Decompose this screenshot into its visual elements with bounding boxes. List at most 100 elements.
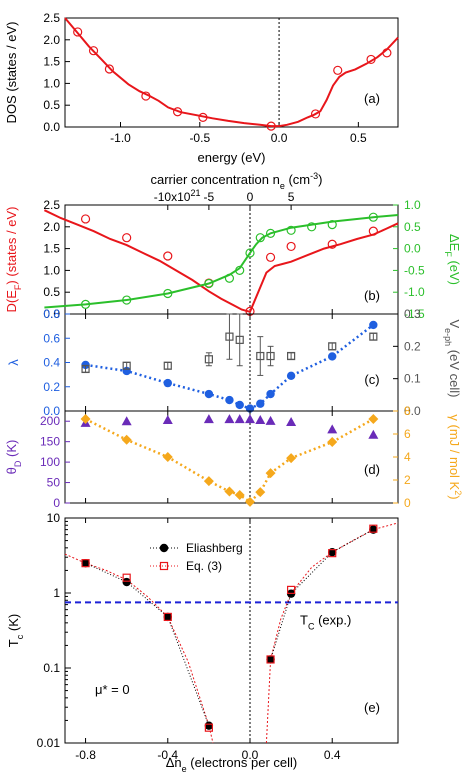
dos-point — [366, 54, 376, 65]
y-tick-label: 0.2 — [43, 380, 60, 394]
y-tick-label: 2.5 — [43, 11, 60, 25]
y-tick-label: 2.0 — [43, 33, 60, 47]
y-tick-label: 0.5 — [43, 98, 60, 112]
y2-axis-label-part: ) — [447, 495, 462, 499]
y-tick-label: 0.0 — [43, 404, 60, 418]
veph-point — [235, 335, 244, 344]
y2-tick-label: 4 — [404, 450, 411, 464]
dos-point — [310, 109, 321, 119]
dos-point — [266, 121, 276, 131]
def-point — [368, 226, 378, 236]
gamma-point — [327, 437, 338, 448]
y-tick-label: 0.01 — [37, 736, 61, 750]
veph-point — [225, 332, 234, 341]
dos-point — [198, 112, 208, 123]
x-tick-label: -0.8 — [75, 748, 96, 762]
dos-point — [333, 65, 343, 75]
lambda-point — [286, 371, 296, 381]
eliashberg-point — [163, 612, 172, 622]
y2-axis-label: γ (mJ / mol K2) — [447, 414, 463, 499]
panel-label: (b) — [364, 288, 380, 303]
x-axis-label: energy (eV) — [198, 150, 266, 165]
y2-axis-label-part: (eV) — [447, 257, 462, 285]
y2-axis-label: Ve-ph (eV cell) — [443, 320, 462, 398]
def-point — [286, 241, 296, 252]
delta-ef-point — [368, 212, 378, 222]
eliashberg-point — [266, 655, 275, 664]
gamma-point — [203, 476, 214, 487]
gamma-point — [286, 453, 297, 464]
delta-ef-point — [255, 233, 265, 243]
lambda-point — [163, 378, 172, 388]
lambda-point — [369, 320, 378, 330]
y-tick-label: 0.4 — [43, 356, 60, 370]
top-axis-label-part: ) — [318, 172, 322, 187]
panel-label: (d) — [364, 462, 380, 477]
gamma-point — [368, 414, 379, 425]
y2-axis-label-part: 2 — [453, 490, 463, 495]
lambda-point — [235, 400, 244, 410]
theta-d-point — [121, 416, 132, 426]
legend-marker-eliashberg — [159, 543, 169, 553]
theta-d-point — [255, 414, 266, 424]
dos-curve — [64, 17, 399, 128]
eq3-point — [287, 585, 296, 594]
y-tick-label: 0.8 — [43, 307, 60, 321]
lambda-point — [266, 389, 275, 399]
y-axis-label: θD (K) — [4, 440, 23, 475]
veph-point — [204, 355, 213, 364]
legend-label: Eq. (3) — [186, 559, 222, 573]
y-tick-label: 10 — [47, 511, 61, 525]
y-tick-label: 0 — [53, 496, 60, 510]
y-tick-label: 200 — [40, 414, 60, 428]
y-axis-label-part: θ — [4, 467, 19, 474]
tc-exp-label-part: C — [308, 621, 315, 631]
y2-tick-label: 0.2 — [404, 339, 421, 353]
delta-ef-point — [235, 265, 245, 275]
y-axis-label-part: T — [6, 639, 21, 647]
eliashberg-point — [81, 558, 90, 568]
y-tick-label: 0.6 — [43, 331, 60, 345]
tc-fit-curve — [265, 522, 399, 744]
eliashberg-line — [85, 562, 210, 726]
x-axis-label-part: e — [182, 764, 187, 774]
theta-d-point — [286, 417, 297, 427]
delta-ef-point — [327, 220, 337, 230]
x-tick-label: -0.4 — [157, 748, 178, 762]
panel-e: 0.01 0.1 1 10 -0.8 -0.4 0.0 0.4 Δne (electrons p… — [6, 511, 399, 774]
axes-frame — [64, 517, 399, 744]
veph-point — [122, 361, 131, 370]
y2-tick-label: 8 — [404, 404, 411, 418]
y-tick-label: 0.0 — [43, 120, 60, 134]
y-axis-label-part: (K) — [4, 440, 19, 461]
def-point — [265, 252, 276, 262]
gamma-point — [255, 487, 266, 498]
tc-exp-label-part: T — [300, 612, 308, 627]
def-point — [80, 214, 91, 224]
y-tick-label: 1.0 — [43, 263, 60, 277]
gamma-point — [121, 434, 132, 445]
y-axis-label: DOS (states / eV) — [4, 22, 19, 124]
y2-tick-label: 0.1 — [404, 372, 421, 386]
delta-ef-point — [307, 222, 317, 232]
y2-tick-label: -0.5 — [404, 263, 425, 277]
x-axis-label-part: Δn — [166, 755, 182, 770]
y-tick-label: 1.5 — [43, 55, 60, 69]
top-axis-label-part: e — [280, 181, 285, 191]
y2-axis-label-part: γ — [447, 414, 462, 421]
y2-axis-label: ΔEF (eV) — [443, 234, 462, 285]
panel-b: 0.0 0.5 1.0 1.5 2.0 2.5 -1.5 -1.0 -0.5 0.0 0.5 1.0 -… — [4, 171, 462, 321]
y2-tick-label: 0 — [404, 496, 411, 510]
eq3-point — [266, 655, 275, 664]
y2-tick-label: 1.0 — [404, 198, 421, 212]
veph-point — [266, 351, 275, 361]
theta-d-point — [224, 414, 235, 424]
x-tick-label: -1.0 — [110, 131, 131, 145]
top-axis-label: carrier concentration ne (cm-3) — [151, 171, 323, 191]
mu-annotation: μ* = 0 — [95, 682, 130, 697]
y2-tick-label: -1.0 — [404, 285, 425, 299]
panel-label: (a) — [364, 91, 380, 106]
delta-ef-point — [122, 295, 132, 305]
theta-d-point — [203, 414, 214, 424]
